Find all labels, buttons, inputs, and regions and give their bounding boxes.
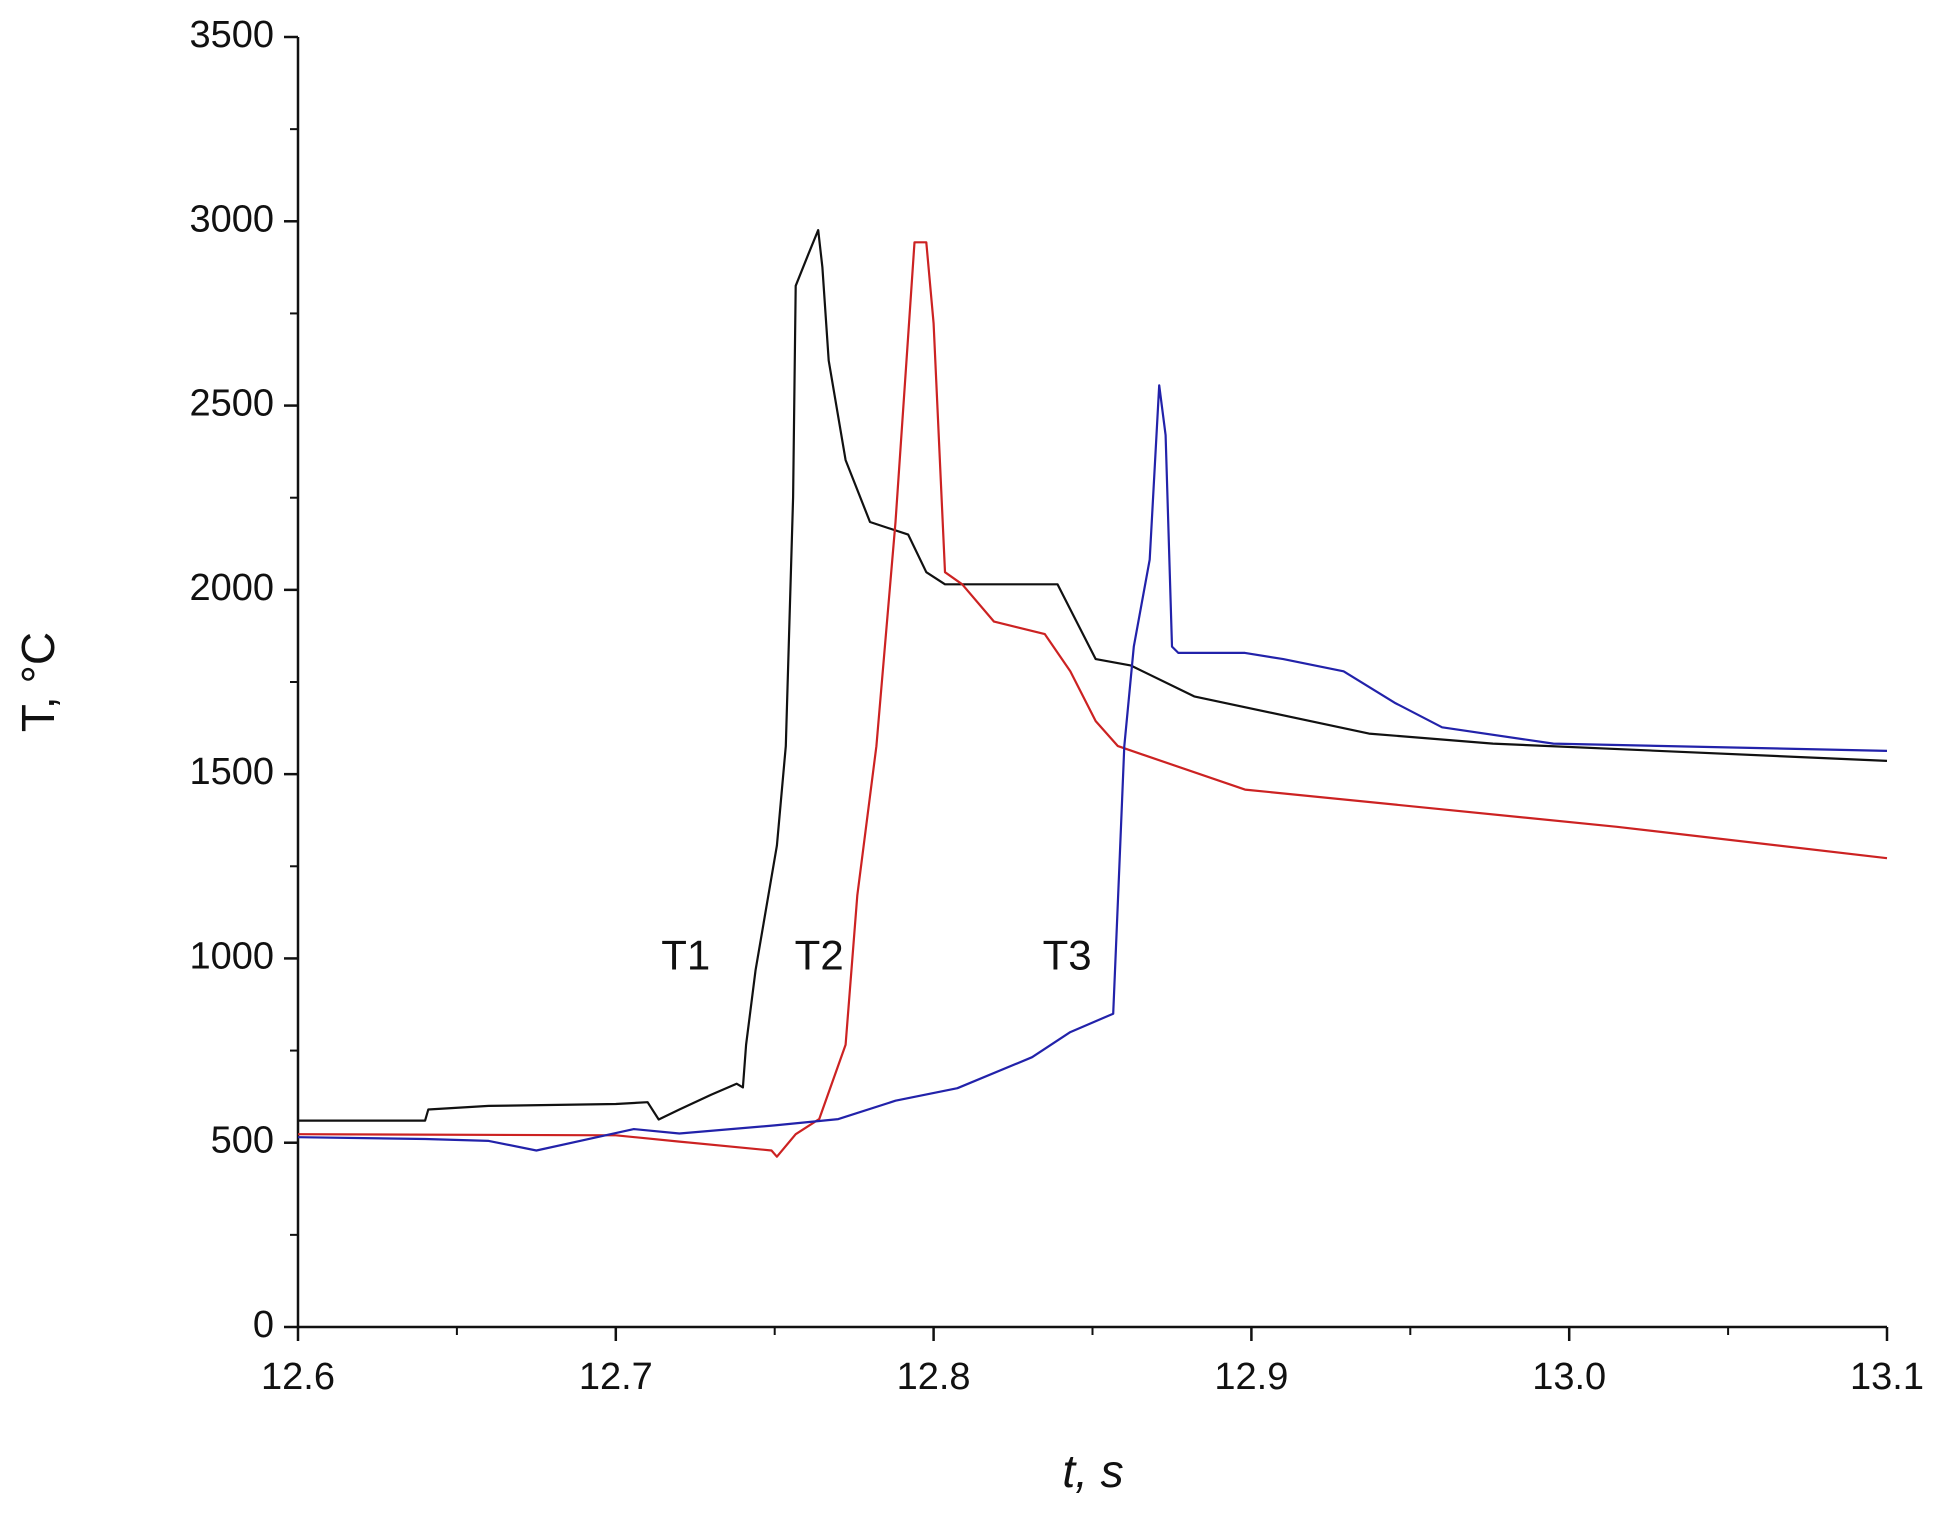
y-tick-label: 500 bbox=[211, 1120, 274, 1162]
y-tick-label: 3500 bbox=[189, 14, 274, 56]
line bbox=[297, 384, 1888, 1152]
line bbox=[298, 229, 1888, 1122]
x-tick-label: 12.7 bbox=[579, 1356, 653, 1398]
y-tick-label: 1500 bbox=[189, 751, 274, 793]
y-tick-label: 2500 bbox=[189, 383, 274, 425]
x-tick-label: 12.9 bbox=[1214, 1356, 1288, 1398]
annotation: T2 bbox=[795, 932, 844, 979]
y-tick-label: 2000 bbox=[189, 567, 274, 609]
y-axis-title: T, °C bbox=[12, 632, 64, 732]
x-tick-label: 13.1 bbox=[1850, 1356, 1924, 1398]
y-tick-label: 3000 bbox=[189, 198, 274, 240]
x-tick-label: 12.8 bbox=[897, 1356, 971, 1398]
line bbox=[297, 241, 1888, 1158]
annotation: T3 bbox=[1043, 932, 1092, 979]
x-tick-label: 12.6 bbox=[261, 1356, 335, 1398]
x-axis-title: t, s bbox=[1062, 1445, 1123, 1497]
x-tick-label: 13.0 bbox=[1532, 1356, 1606, 1398]
y-tick-label: 0 bbox=[253, 1304, 274, 1346]
annotation: T1 bbox=[661, 932, 710, 979]
y-tick-label: 1000 bbox=[189, 935, 274, 977]
